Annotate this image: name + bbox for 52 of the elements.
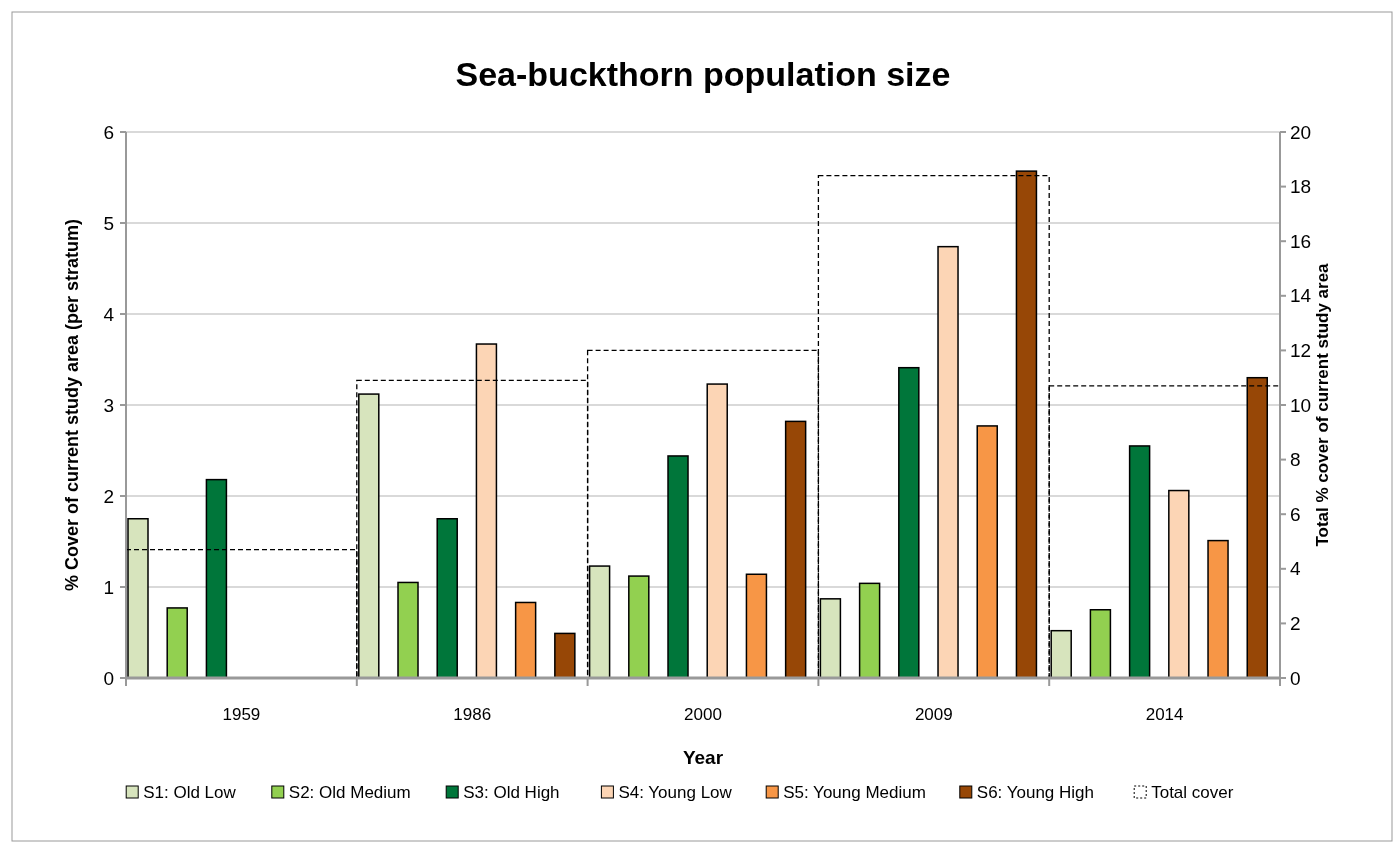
x-tick-label: 1959 (222, 705, 261, 724)
legend-label: Total cover (1151, 783, 1234, 802)
chart-title: Sea-buckthorn population size (455, 55, 951, 93)
y2-tick-label: 16 (1290, 230, 1312, 252)
y-tick-label: 6 (103, 121, 114, 143)
y2-axis-title: Total % cover of current study area (1313, 262, 1332, 547)
y2-tick-label: 20 (1290, 121, 1312, 143)
bar (628, 575, 650, 679)
bar (397, 581, 419, 679)
bar (1168, 489, 1190, 679)
y2-tick-label: 10 (1290, 394, 1312, 416)
bar (745, 573, 768, 679)
bar (514, 601, 537, 679)
y-tick-label: 5 (103, 212, 114, 234)
bar (937, 245, 959, 679)
bar (1128, 445, 1151, 679)
y-tick-label: 2 (103, 485, 114, 507)
y-axis-title: % Cover of current study area (per stratum) (62, 218, 82, 592)
y-tick-label: 4 (103, 303, 115, 325)
bar (436, 518, 458, 679)
bar (858, 582, 881, 679)
legend-label: S6: Young High (976, 783, 1095, 802)
legend-label: S4: Young Low (618, 783, 733, 802)
bar (976, 425, 998, 679)
legend-label: S1: Old Low (143, 783, 237, 802)
bar (166, 607, 188, 679)
bar (1207, 539, 1229, 679)
bar (1089, 609, 1112, 679)
y2-tick-label: 12 (1290, 340, 1312, 362)
legend-label: S3: Old High (463, 783, 560, 802)
bar (667, 455, 689, 679)
legend-label: S5: Young Medium (783, 783, 926, 802)
bar (784, 420, 807, 679)
x-tick-label: 1986 (453, 705, 492, 724)
y2-tick-label: 0 (1290, 667, 1301, 689)
y-tick-label: 1 (103, 576, 114, 598)
y2-tick-label: 6 (1290, 503, 1301, 525)
y2-tick-label: 14 (1290, 285, 1312, 307)
y-tick-label: 0 (103, 667, 114, 689)
y2-tick-label: 4 (1290, 558, 1301, 580)
y2-tick-label: 8 (1290, 449, 1301, 471)
bar (554, 632, 576, 679)
x-tick-label: 2014 (1145, 705, 1184, 724)
x-tick-label: 2000 (684, 705, 722, 724)
bar (898, 366, 920, 679)
y2-tick-label: 2 (1290, 613, 1301, 635)
bar (706, 383, 728, 679)
x-tick-label: 2009 (914, 705, 953, 724)
y2-tick-label: 18 (1290, 176, 1312, 198)
x-axis-title: Year (682, 747, 724, 768)
legend-label: S2: Old Medium (288, 783, 411, 802)
y-tick-label: 3 (103, 394, 114, 416)
